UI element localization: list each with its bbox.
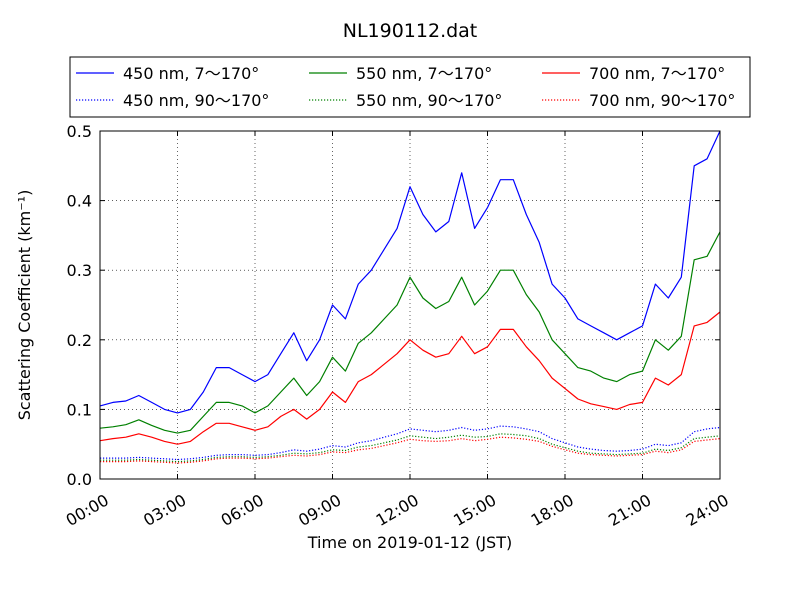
y-tick-label: 0.4 bbox=[67, 192, 92, 211]
y-axis-label: Scattering Coefficient (km⁻¹) bbox=[15, 190, 34, 421]
legend: 450 nm, 7～170° 450 nm, 90～170° 550 nm, 7～1… bbox=[69, 56, 751, 118]
x-tick-label: 00:00 bbox=[63, 490, 112, 530]
legend-label: 700 nm, 90～170° bbox=[589, 91, 735, 110]
chart-title: NL190112.dat bbox=[343, 20, 478, 42]
series-line-3 bbox=[99, 311, 721, 445]
series-line-5 bbox=[100, 433, 721, 463]
legend-label: 700 nm, 7～170° bbox=[589, 64, 725, 83]
x-tick-label: 12:00 bbox=[373, 490, 422, 530]
y-axis: 0.0 0.1 0.2 0.3 0.4 0.5 bbox=[67, 122, 720, 489]
x-tick-label: 18:00 bbox=[528, 490, 577, 530]
x-axis: 00:00 03:00 06:00 09:00 12:00 15:00 18:00 21:00… bbox=[63, 131, 732, 530]
x-tick-label: 09:00 bbox=[295, 490, 344, 530]
x-tick-label: 03:00 bbox=[140, 490, 189, 530]
series-line-2 bbox=[99, 231, 721, 434]
x-tick-label: 15:00 bbox=[450, 490, 499, 530]
legend-frame bbox=[69, 56, 751, 118]
y-tick-label: 0.0 bbox=[67, 470, 92, 489]
series-line-1 bbox=[99, 130, 721, 414]
series-line-6 bbox=[100, 436, 721, 464]
y-tick-label: 0.3 bbox=[67, 261, 92, 280]
x-tick-label: 21:00 bbox=[605, 490, 654, 530]
x-axis-label: Time on 2019-01-12 (JST) bbox=[307, 533, 512, 552]
plot-lines bbox=[99, 130, 721, 464]
x-tick-label: 06:00 bbox=[218, 490, 267, 530]
y-tick-label: 0.1 bbox=[67, 400, 92, 419]
x-tick-label: 24:00 bbox=[683, 490, 732, 530]
legend-label: 550 nm, 7～170° bbox=[356, 64, 492, 83]
legend-label: 450 nm, 90～170° bbox=[123, 91, 269, 110]
legend-label: 450 nm, 7～170° bbox=[123, 64, 259, 83]
series-line-4 bbox=[100, 425, 721, 461]
legend-label: 550 nm, 90～170° bbox=[356, 91, 502, 110]
y-tick-label: 0.5 bbox=[67, 122, 92, 141]
y-tick-label: 0.2 bbox=[67, 331, 92, 350]
